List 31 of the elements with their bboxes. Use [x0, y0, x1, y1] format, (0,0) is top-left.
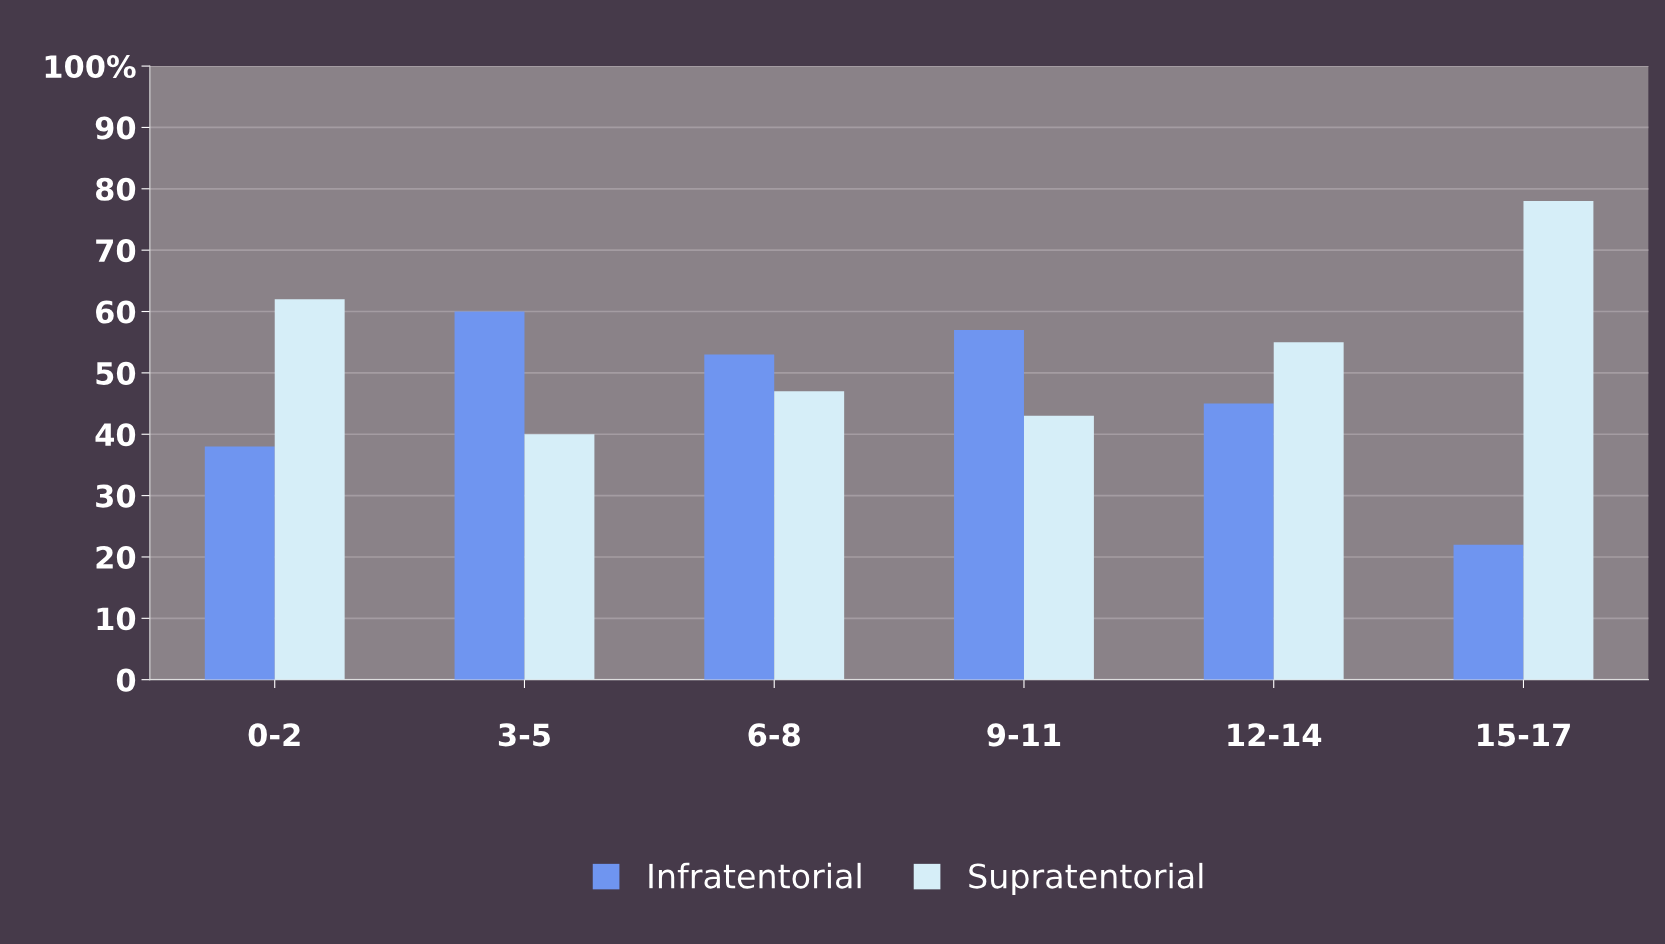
- x-tick-label: 9-11: [987, 723, 1061, 747]
- legend-label: Infratentorial: [649, 862, 861, 889]
- x-tick-label: 15-17: [1478, 723, 1570, 747]
- bar: [1203, 403, 1274, 680]
- bar: [704, 354, 775, 680]
- x-tick-label: 0-2: [248, 723, 300, 747]
- y-tick-label: 50: [96, 361, 136, 385]
- bar: [204, 446, 275, 680]
- y-tick-label: 60: [96, 300, 136, 324]
- y-tick-label: 100%: [45, 55, 136, 79]
- bar: [1523, 201, 1594, 680]
- y-tick-label: 40: [95, 423, 136, 447]
- y-tick-label: 70: [96, 239, 136, 263]
- bar: [774, 391, 845, 680]
- bar: [524, 434, 595, 680]
- bar: [454, 311, 525, 680]
- y-tick-label: 20: [96, 545, 136, 569]
- y-tick-label: 80: [96, 177, 136, 201]
- y-tick-label: 10: [97, 607, 136, 631]
- y-tick-label: 0: [116, 668, 136, 692]
- bar: [274, 299, 345, 680]
- bar: [1453, 544, 1524, 680]
- x-tick-label: 12-14: [1228, 723, 1322, 746]
- legend-label: Supratentorial: [969, 862, 1203, 896]
- bar: [1273, 342, 1344, 680]
- y-tick-label: 90: [95, 116, 136, 140]
- y-tick-label: 30: [96, 484, 136, 508]
- x-tick-label: 6-8: [748, 723, 800, 747]
- bar: [954, 329, 1024, 680]
- x-tick-label: 3-5: [498, 723, 550, 747]
- bar: [1023, 415, 1094, 680]
